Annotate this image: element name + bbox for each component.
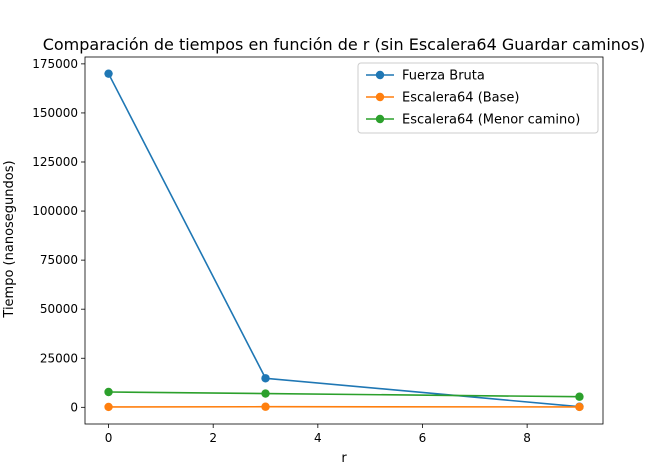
plot-area: 0 2 4 6 8 0 25000 50000 75000 100000 125000 150000 1… <box>32 56 604 445</box>
y-axis-label: Tiempo (nanosegundos) <box>2 160 17 318</box>
x-tick-label: 0 <box>105 431 113 445</box>
legend-label: Escalera64 (Base) <box>402 91 520 106</box>
x-tick-label: 4 <box>314 431 322 445</box>
data-point <box>104 402 113 412</box>
y-tick-label: 25000 <box>40 351 78 365</box>
data-point <box>261 389 270 398</box>
legend-marker <box>375 92 385 102</box>
y-tick-label: 150000 <box>32 106 78 120</box>
y-tick-label: 175000 <box>32 57 78 71</box>
legend-marker <box>375 114 385 124</box>
legend-label: Escalera64 (Menor camino) <box>402 113 580 128</box>
data-point <box>104 387 113 397</box>
x-tick-label: 8 <box>523 431 531 445</box>
legend-box <box>357 62 599 134</box>
x-tick-label: 6 <box>419 431 427 445</box>
chart-title: Comparación de tiempos en función de r (… <box>43 35 646 54</box>
data-point <box>104 69 113 78</box>
data-point <box>575 392 584 401</box>
x-tick-label: 2 <box>209 431 217 445</box>
data-point <box>575 402 584 412</box>
y-tick-label: 75000 <box>40 253 78 267</box>
y-tick-label: 100000 <box>32 204 78 218</box>
y-tick-label: 125000 <box>32 155 78 169</box>
y-tick-label: 50000 <box>40 302 78 316</box>
axes-frame <box>84 56 604 425</box>
x-axis-label: r <box>341 451 347 466</box>
y-tick-label: 0 <box>70 400 78 414</box>
data-point <box>261 402 270 411</box>
legend-marker <box>375 70 385 80</box>
data-point <box>261 374 270 383</box>
legend-label: Fuerza Bruta <box>402 69 485 84</box>
